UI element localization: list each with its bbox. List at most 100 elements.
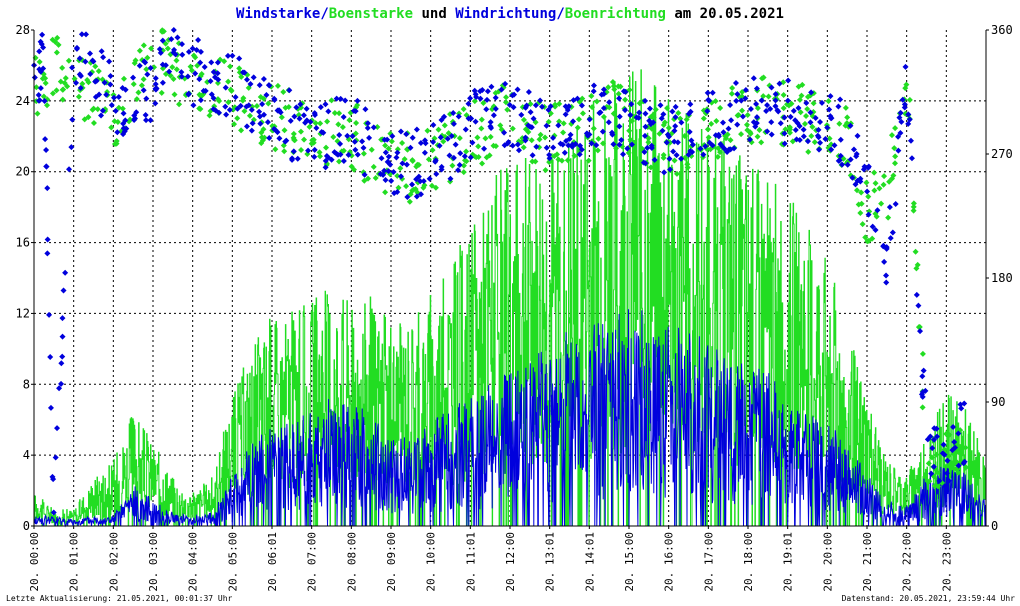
gust-direction-point bbox=[600, 113, 607, 120]
gust-direction-point bbox=[502, 99, 509, 106]
title-und: und bbox=[413, 6, 455, 22]
wind-direction-point bbox=[69, 64, 76, 71]
wind-direction-point bbox=[432, 158, 439, 165]
wind-direction-point bbox=[120, 110, 127, 117]
x-tick-label: 20. 04:00 bbox=[187, 532, 200, 592]
wind-direction-point bbox=[185, 48, 192, 55]
wind-direction-point bbox=[719, 119, 726, 126]
wind-direction-point bbox=[446, 152, 453, 159]
gust-direction-point bbox=[227, 63, 234, 70]
wind-direction-point bbox=[687, 101, 694, 108]
gust-direction-point bbox=[197, 105, 204, 112]
gust-direction-point bbox=[859, 221, 866, 228]
wind-direction-point bbox=[776, 80, 783, 87]
wind-direction-point bbox=[92, 78, 99, 85]
wind-direction-point bbox=[796, 137, 803, 144]
gust-direction-point bbox=[744, 111, 751, 118]
wind-direction-point bbox=[588, 140, 595, 147]
wind-direction-point bbox=[178, 41, 185, 48]
y-right-tick-label: 360 bbox=[991, 23, 1013, 37]
wind-direction-point bbox=[945, 477, 952, 484]
gust-direction-point bbox=[280, 89, 287, 96]
wind-direction-point bbox=[313, 125, 320, 132]
gust-direction-point bbox=[246, 112, 253, 119]
gust-direction-point bbox=[593, 98, 600, 105]
wind-direction-point bbox=[720, 129, 727, 136]
gust-direction-point bbox=[729, 85, 736, 92]
wind-line bbox=[33, 309, 986, 528]
wind-direction-point bbox=[433, 170, 440, 177]
gust-direction-point bbox=[170, 75, 177, 82]
gust-direction-point bbox=[253, 102, 260, 109]
wind-direction-point bbox=[764, 128, 771, 135]
gust-direction-point bbox=[912, 248, 919, 255]
wind-direction-point bbox=[704, 89, 711, 96]
gust-direction-point bbox=[585, 157, 592, 164]
wind-direction-point bbox=[803, 99, 810, 106]
wind-direction-point bbox=[43, 147, 50, 154]
wind-direction-point bbox=[39, 31, 46, 38]
wind-direction-point bbox=[384, 136, 391, 143]
gust-direction-point bbox=[441, 122, 448, 129]
wind-direction-point bbox=[515, 147, 522, 154]
wind-direction-point bbox=[168, 36, 175, 43]
gust-direction-point bbox=[114, 118, 121, 125]
wind-direction-point bbox=[527, 109, 534, 116]
gust-direction-point bbox=[225, 99, 232, 106]
wind-direction-point bbox=[178, 73, 185, 80]
wind-direction-point bbox=[742, 86, 749, 93]
wind-direction-point bbox=[889, 229, 896, 236]
wind-direction-point bbox=[647, 121, 654, 128]
wind-direction-point bbox=[616, 95, 623, 102]
gust-direction-point bbox=[892, 153, 899, 160]
wind-direction-point bbox=[404, 194, 411, 201]
gust-direction-point bbox=[714, 153, 721, 160]
wind-direction-point bbox=[955, 430, 962, 437]
wind-direction-point bbox=[112, 107, 119, 114]
x-tick-label: 20. 08:00 bbox=[345, 532, 358, 592]
wind-direction-point bbox=[484, 88, 491, 95]
gust-direction-point bbox=[556, 118, 563, 125]
wind-direction-point bbox=[717, 141, 724, 148]
gust-direction-point bbox=[734, 112, 741, 119]
gust-direction-point bbox=[460, 162, 467, 169]
gust-direction-point bbox=[754, 133, 761, 140]
gust-direction-point bbox=[169, 64, 176, 71]
wind-direction-point bbox=[52, 454, 59, 461]
gust-direction-point bbox=[683, 116, 690, 123]
gust-direction-point bbox=[164, 45, 171, 52]
gust-direction-point bbox=[429, 147, 436, 154]
wind-direction-point bbox=[950, 424, 957, 431]
gust-direction-point bbox=[348, 163, 355, 170]
gust-direction-point bbox=[108, 124, 115, 131]
gust-direction-point bbox=[858, 200, 865, 207]
wind-direction-point bbox=[455, 167, 462, 174]
wind-direction-point bbox=[382, 177, 389, 184]
gust-direction-point bbox=[328, 97, 335, 104]
gust-direction-point bbox=[805, 148, 812, 155]
gust-direction-point bbox=[403, 183, 410, 190]
wind-direction-point bbox=[41, 97, 48, 104]
gust-direction-point bbox=[435, 126, 442, 133]
wind-direction-point bbox=[600, 105, 607, 112]
wind-direction-point bbox=[222, 103, 229, 110]
wind-direction-point bbox=[243, 76, 250, 83]
chart-title-text: Windstarke/Boenstarke und Windrichtung/B… bbox=[236, 6, 784, 22]
gust-direction-point bbox=[865, 193, 872, 200]
wind-direction-point bbox=[264, 119, 271, 126]
wind-direction-point bbox=[257, 120, 264, 127]
wind-direction-point bbox=[660, 111, 667, 118]
x-tick-label: 20. 14:01 bbox=[583, 532, 596, 592]
wind-direction-point bbox=[752, 123, 759, 130]
wind-direction-point bbox=[663, 139, 670, 146]
wind-direction-point bbox=[237, 102, 244, 109]
wind-direction-point bbox=[887, 235, 894, 242]
gust-direction-point bbox=[340, 147, 347, 154]
wind-direction-point bbox=[800, 126, 807, 133]
wind-direction-point bbox=[96, 91, 103, 98]
wind-direction-point bbox=[286, 87, 293, 94]
wind-direction-point bbox=[764, 102, 771, 109]
wind-direction-point bbox=[727, 146, 734, 153]
wind-direction-point bbox=[333, 150, 340, 157]
gust-direction-point bbox=[704, 126, 711, 133]
